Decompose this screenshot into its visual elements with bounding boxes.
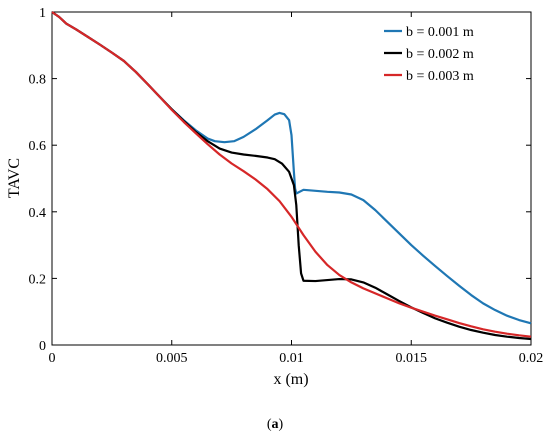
x-tick-label: 0.01 bbox=[279, 351, 304, 366]
y-tick-label: 0.4 bbox=[29, 206, 47, 221]
x-axis-label: x (m) bbox=[273, 371, 308, 388]
figure-caption: (a) bbox=[267, 417, 284, 432]
axis-tick-labels: 0 0.005 0.01 0.015 0.02 0 0.2 0.4 0.6 0.8 1 bbox=[29, 6, 544, 366]
y-axis-label: TAVC bbox=[6, 158, 23, 198]
x-tick-label: 0.02 bbox=[519, 351, 544, 366]
y-tick-label: 1 bbox=[39, 6, 46, 21]
legend-label-1: b = 0.001 m bbox=[406, 25, 474, 40]
legend-label-3: b = 0.003 m bbox=[406, 69, 474, 84]
legend: b = 0.001 m b = 0.002 m b = 0.003 m bbox=[384, 25, 474, 84]
legend-label-2: b = 0.002 m bbox=[406, 47, 474, 62]
x-tick-label: 0.005 bbox=[156, 351, 188, 366]
x-tick-label: 0 bbox=[49, 351, 56, 366]
series-lines bbox=[51, 11, 532, 341]
x-tick-label: 0.015 bbox=[396, 351, 428, 366]
axis-ticks bbox=[51, 11, 532, 346]
y-tick-label: 0.2 bbox=[29, 272, 47, 287]
y-tick-label: 0 bbox=[39, 339, 46, 354]
y-tick-label: 0.8 bbox=[29, 73, 47, 88]
y-tick-label: 0.6 bbox=[29, 139, 47, 154]
series-line-3 bbox=[51, 11, 532, 338]
